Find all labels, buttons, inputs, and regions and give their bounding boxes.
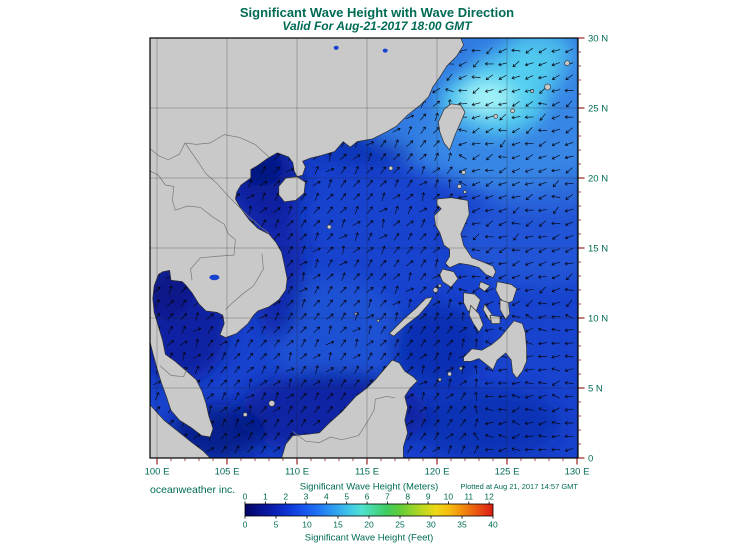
landmass-mainland-asia bbox=[149, 37, 464, 438]
credit-text: oceanweather inc. bbox=[150, 484, 235, 496]
meters-tick-label: 10 bbox=[444, 492, 454, 502]
feet-tick-label: 0 bbox=[243, 520, 248, 530]
feet-tick-label: 25 bbox=[395, 520, 405, 530]
chart-title: Significant Wave Height with Wave Direct… bbox=[240, 5, 514, 20]
meters-tick-label: 2 bbox=[283, 492, 288, 502]
colorbar-legend: 0 1 2 3 4 5 6 7 8 9 10 11 120 5 10 15 20 25 30 35 40 bbox=[243, 492, 498, 530]
island-dot bbox=[463, 190, 467, 194]
country-border bbox=[190, 239, 236, 281]
axes-layer: 100 E 105 E 110 E 115 E 120 E 125 E 130 E 30 N 2… bbox=[145, 34, 609, 478]
island-dot bbox=[493, 114, 499, 119]
graticule-layer bbox=[150, 38, 578, 458]
landmass-palawan bbox=[389, 296, 434, 337]
meters-tick-label: 1 bbox=[263, 492, 268, 502]
feet-tick-label: 30 bbox=[426, 520, 436, 530]
map-frame bbox=[149, 37, 579, 459]
feet-tick-label: 10 bbox=[302, 520, 312, 530]
island-dot bbox=[458, 366, 463, 371]
country-border bbox=[225, 253, 264, 310]
landmass-samar bbox=[495, 281, 518, 305]
y-tick-label: 30 N bbox=[588, 34, 608, 45]
x-tick-label: 120 E bbox=[425, 467, 450, 478]
meters-tick-label: 4 bbox=[324, 492, 329, 502]
meters-tick-label: 5 bbox=[344, 492, 349, 502]
meters-tick-label: 12 bbox=[484, 492, 494, 502]
x-tick-label: 125 E bbox=[495, 467, 520, 478]
landmass-negros bbox=[468, 305, 484, 333]
island-dot bbox=[461, 170, 466, 175]
meters-tick-label: 3 bbox=[304, 492, 309, 502]
island-dot bbox=[432, 287, 439, 293]
island-dot bbox=[437, 283, 442, 288]
lake-layer bbox=[209, 45, 388, 281]
land-layer bbox=[149, 37, 571, 459]
lake bbox=[382, 48, 388, 53]
colorbar bbox=[244, 503, 494, 517]
island-dot bbox=[447, 371, 452, 377]
island-dot bbox=[388, 165, 394, 171]
meters-tick-label: 6 bbox=[365, 492, 370, 502]
x-tick-label: 130 E bbox=[565, 467, 590, 478]
island-dot bbox=[268, 400, 276, 407]
plotted-timestamp: Plotted at Aug 21, 2017 14:57 GMT bbox=[460, 482, 578, 491]
lake bbox=[333, 45, 339, 50]
island-dot bbox=[242, 412, 248, 417]
feet-tick-label: 40 bbox=[488, 520, 498, 530]
country-border bbox=[158, 174, 236, 240]
wave-height-patch bbox=[269, 277, 400, 387]
landmass-borneo bbox=[281, 359, 418, 459]
legend-title-feet: Significant Wave Height (Feet) bbox=[305, 533, 433, 544]
meters-tick-label: 11 bbox=[464, 492, 473, 502]
meters-tick-label: 9 bbox=[426, 492, 431, 502]
island-dot bbox=[326, 224, 332, 230]
wave-height-patch bbox=[503, 38, 572, 74]
lake bbox=[209, 274, 220, 281]
y-tick-label: 0 bbox=[588, 454, 593, 465]
island-dot bbox=[564, 60, 571, 67]
island-dot bbox=[457, 184, 462, 189]
meters-tick-label: 8 bbox=[405, 492, 410, 502]
landmass-mindoro bbox=[439, 268, 459, 288]
island-dot bbox=[354, 312, 358, 316]
y-tick-label: 10 N bbox=[588, 314, 608, 325]
legend-title-meters: Significant Wave Height (Meters) bbox=[300, 482, 439, 493]
island-dot bbox=[376, 319, 380, 323]
y-tick-label: 25 N bbox=[588, 104, 608, 115]
x-tick-label: 100 E bbox=[145, 467, 170, 478]
wave-height-patch bbox=[461, 82, 514, 115]
landmass-masbate bbox=[478, 281, 491, 292]
landmass-bohol bbox=[489, 314, 501, 324]
y-tick-label: 5 N bbox=[588, 384, 603, 395]
landmass-taiwan bbox=[438, 103, 466, 151]
chart-subtitle: Valid For Aug-21-2017 18:00 GMT bbox=[282, 19, 473, 33]
y-tick-label: 15 N bbox=[588, 244, 608, 255]
country-border bbox=[149, 134, 270, 161]
landmass-hainan bbox=[278, 176, 306, 203]
feet-tick-label: 5 bbox=[274, 520, 279, 530]
island-dot bbox=[544, 83, 551, 91]
feet-tick-label: 20 bbox=[364, 520, 374, 530]
meters-tick-label: 7 bbox=[385, 492, 390, 502]
wave-height-field-layer bbox=[150, 38, 578, 458]
country-border bbox=[292, 396, 396, 443]
meters-tick-label: 0 bbox=[243, 492, 248, 502]
island-dot bbox=[437, 377, 442, 382]
x-tick-label: 105 E bbox=[215, 467, 240, 478]
landmass-mindanao bbox=[463, 320, 527, 379]
country-border bbox=[159, 365, 187, 378]
feet-tick-label: 15 bbox=[333, 520, 343, 530]
x-tick-label: 115 E bbox=[355, 467, 379, 478]
island-dot bbox=[530, 89, 535, 93]
x-tick-label: 110 E bbox=[285, 467, 309, 478]
island-dot bbox=[510, 108, 515, 114]
y-tick-label: 20 N bbox=[588, 174, 608, 185]
feet-tick-label: 35 bbox=[457, 520, 467, 530]
